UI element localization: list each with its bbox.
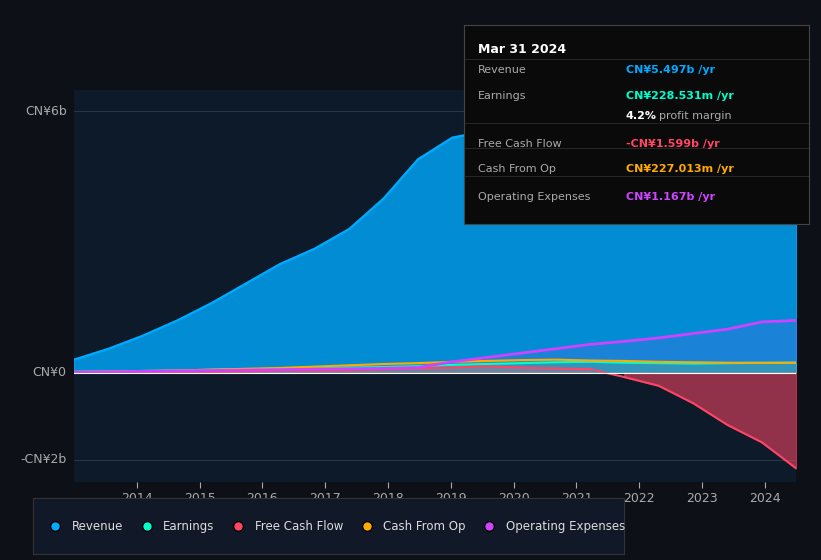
Text: Earnings: Earnings [478,91,526,101]
Text: CN¥0: CN¥0 [33,366,67,379]
Text: profit margin: profit margin [658,111,732,121]
Legend: Revenue, Earnings, Free Cash Flow, Cash From Op, Operating Expenses: Revenue, Earnings, Free Cash Flow, Cash … [39,515,630,538]
Text: CN¥1.167b /yr: CN¥1.167b /yr [626,192,715,202]
Text: -CN¥1.599b /yr: -CN¥1.599b /yr [626,138,720,148]
Text: Mar 31 2024: Mar 31 2024 [478,43,566,56]
Text: CN¥227.013m /yr: CN¥227.013m /yr [626,165,734,174]
Text: Free Cash Flow: Free Cash Flow [478,138,562,148]
Text: -CN¥2b: -CN¥2b [21,454,67,466]
Text: CN¥5.497b /yr: CN¥5.497b /yr [626,65,715,75]
Text: Cash From Op: Cash From Op [478,165,556,174]
Text: CN¥228.531m /yr: CN¥228.531m /yr [626,91,734,101]
Text: CN¥6b: CN¥6b [25,105,67,118]
Text: 4.2%: 4.2% [626,111,657,121]
Text: Operating Expenses: Operating Expenses [478,192,590,202]
Text: Revenue: Revenue [478,65,526,75]
